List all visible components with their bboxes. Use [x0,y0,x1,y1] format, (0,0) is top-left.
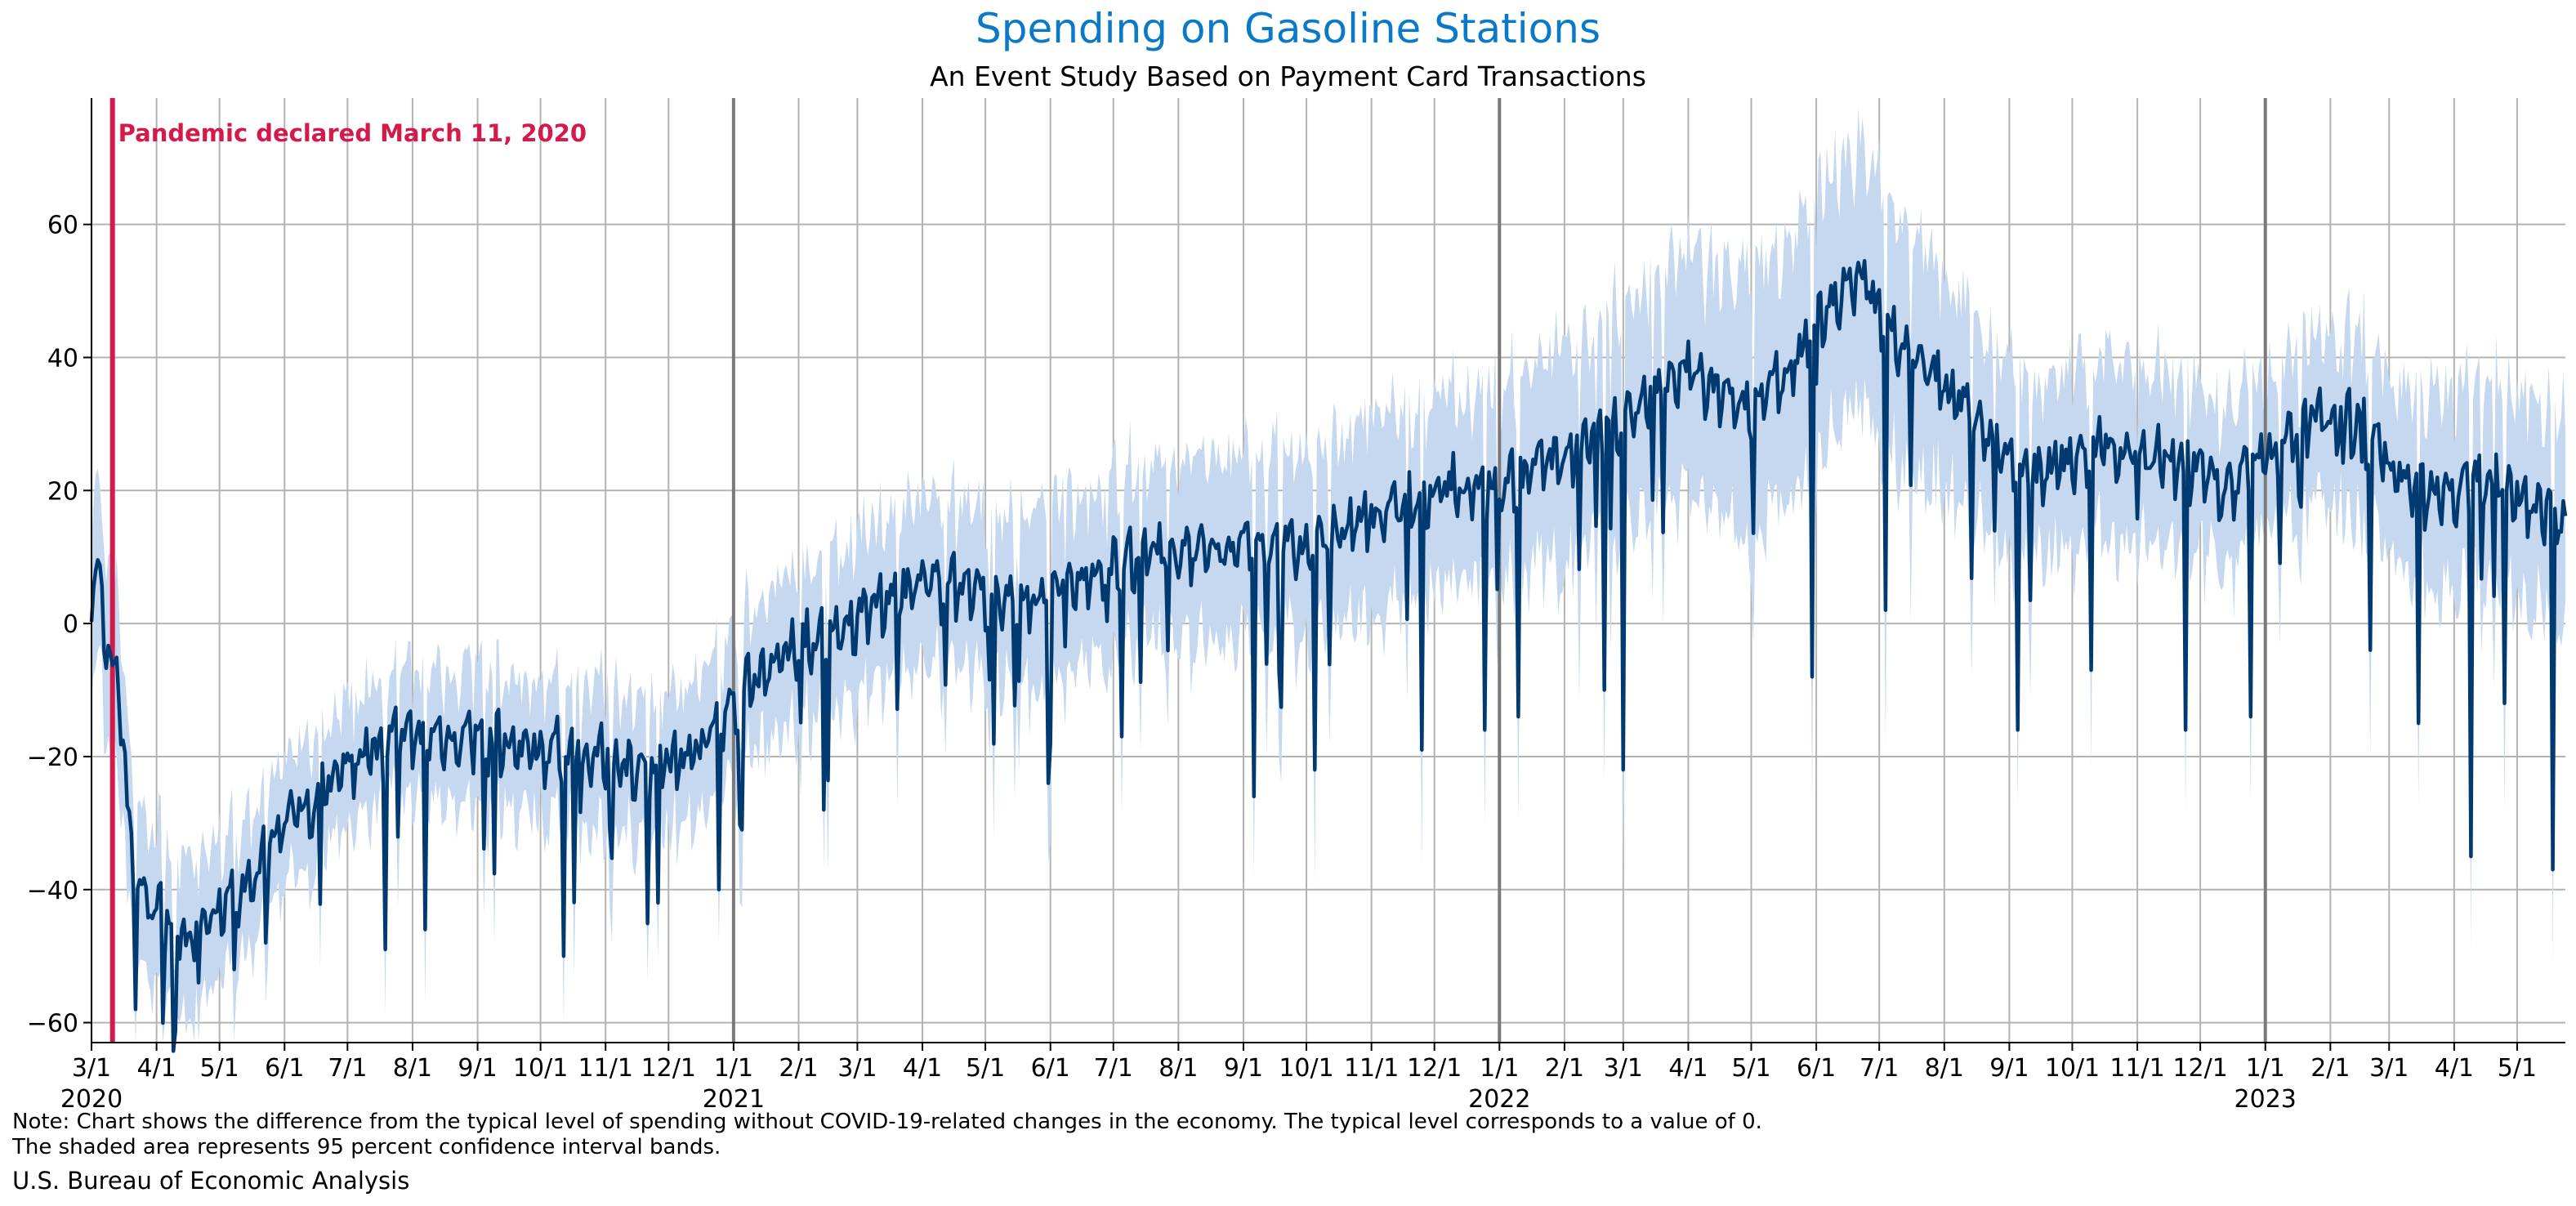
x-tick-label: 4/1 [2435,1054,2474,1083]
x-tick-label: 2/1 [1545,1054,1584,1083]
chart-title: Spending on Gasoline Stations [975,5,1601,52]
x-tick-label: 10/1 [1279,1054,1333,1083]
spending-line [89,258,2568,1053]
x-year-label: 2023 [2234,1085,2297,1114]
x-tick-label: 3/1 [837,1054,877,1083]
x-tick-label: 11/1 [2109,1054,2164,1083]
source-label: U.S. Bureau of Economic Analysis [12,1167,410,1195]
x-tick-label: 1/1 [714,1054,753,1083]
y-tick-label: 0 [63,610,78,639]
y-tick-label: −20 [27,744,78,772]
x-tick-label: 8/1 [1159,1054,1198,1083]
x-tick-label: 1/1 [2246,1054,2285,1083]
x-year-label: 2022 [1468,1085,1530,1114]
y-tick-label: 40 [47,344,78,373]
x-tick-label: 12/1 [1407,1054,1462,1083]
x-tick-label: 3/1 [1604,1054,1643,1083]
chart-subtitle: An Event Study Based on Payment Card Tra… [930,60,1646,92]
x-tick-label: 8/1 [393,1054,432,1083]
x-tick-label: 4/1 [136,1054,176,1083]
x-tick-label: 10/1 [513,1054,568,1083]
x-tick-label: 8/1 [1925,1054,1964,1083]
x-tick-label: 11/1 [578,1054,633,1083]
x-year-label: 2021 [703,1085,765,1114]
x-tick-label: 3/1 [72,1054,111,1083]
x-tick-label: 5/1 [200,1054,239,1083]
x-tick-label: 7/1 [1094,1054,1133,1083]
x-tick-label: 5/1 [1731,1054,1770,1083]
y-tick-label: 20 [47,477,78,506]
x-tick-label: 9/1 [458,1054,497,1083]
note-text-confidence: The shaded area represents 95 percent co… [12,1135,721,1159]
x-tick-label: 7/1 [1859,1054,1899,1083]
y-tick-label: −40 [27,877,78,905]
y-tick-label: −60 [27,1010,78,1038]
x-tick-label: 10/1 [2045,1054,2100,1083]
x-tick-label: 12/1 [641,1054,696,1083]
x-tick-label: 4/1 [1668,1054,1708,1083]
y-axis-ticks: −60 −40 −20 0 20 40 60 [27,212,92,1038]
x-year-label: 2020 [60,1085,123,1114]
pandemic-annotation: Pandemic declared March 11, 2020 [118,119,587,147]
x-tick-label: 12/1 [2172,1054,2227,1083]
x-tick-label: 5/1 [2498,1054,2537,1083]
x-tick-label: 2/1 [2310,1054,2350,1083]
x-tick-label: 1/1 [1480,1054,1519,1083]
x-tick-label: 5/1 [966,1054,1005,1083]
x-tick-label: 6/1 [265,1054,304,1083]
x-tick-label: 2/1 [779,1054,818,1083]
x-tick-label: 6/1 [1797,1054,1836,1083]
x-tick-label: 9/1 [1224,1054,1263,1083]
note-text: Note: Chart shows the difference from th… [12,1110,1762,1134]
y-tick-label: 60 [47,212,78,240]
x-tick-label: 7/1 [328,1054,367,1083]
x-tick-label: 11/1 [1344,1054,1399,1083]
x-tick-label: 6/1 [1031,1054,1070,1083]
x-tick-label: 9/1 [1989,1054,2029,1083]
x-tick-label: 3/1 [2369,1054,2409,1083]
x-tick-label: 4/1 [903,1054,942,1083]
